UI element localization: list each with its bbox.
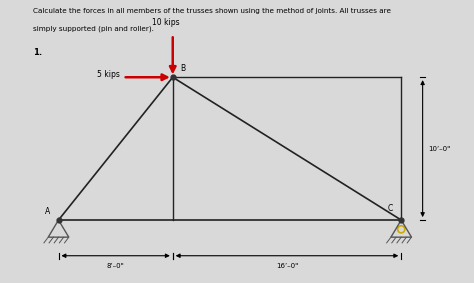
Text: A: A — [45, 207, 50, 216]
Text: Calculate the forces in all members of the trusses shown using the method of joi: Calculate the forces in all members of t… — [33, 8, 391, 14]
Text: C: C — [387, 204, 392, 213]
Text: 5 kips: 5 kips — [97, 70, 120, 79]
Text: B: B — [180, 64, 185, 73]
Text: 1.: 1. — [33, 48, 42, 57]
Text: simply supported (pin and roller).: simply supported (pin and roller). — [33, 25, 154, 32]
Text: 8’–0": 8’–0" — [107, 263, 125, 269]
Text: 10’–0": 10’–0" — [428, 146, 451, 152]
Text: 16’–0": 16’–0" — [276, 263, 298, 269]
Text: 10 kips: 10 kips — [152, 18, 180, 27]
